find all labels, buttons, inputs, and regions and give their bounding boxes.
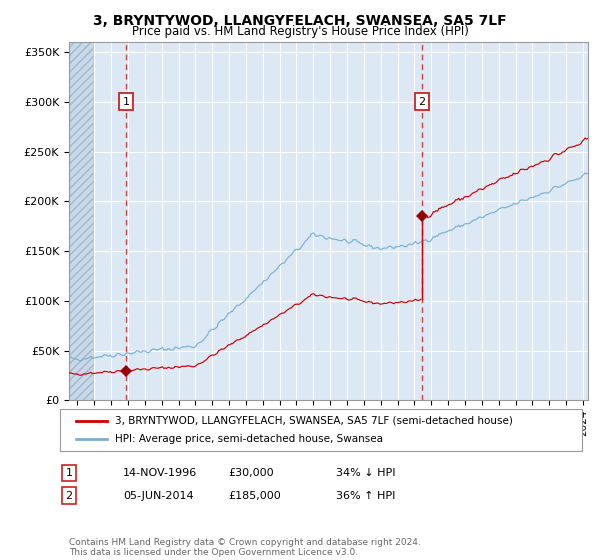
- Text: 3, BRYNTYWOD, LLANGYFELACH, SWANSEA, SA5 7LF (semi-detached house): 3, BRYNTYWOD, LLANGYFELACH, SWANSEA, SA5…: [115, 416, 512, 426]
- Text: £185,000: £185,000: [228, 491, 281, 501]
- Text: 05-JUN-2014: 05-JUN-2014: [123, 491, 194, 501]
- Text: 3, BRYNTYWOD, LLANGYFELACH, SWANSEA, SA5 7LF: 3, BRYNTYWOD, LLANGYFELACH, SWANSEA, SA5…: [93, 14, 507, 28]
- Text: Price paid vs. HM Land Registry's House Price Index (HPI): Price paid vs. HM Land Registry's House …: [131, 25, 469, 38]
- Text: 1: 1: [122, 97, 130, 107]
- Text: 2: 2: [419, 97, 426, 107]
- Text: 14-NOV-1996: 14-NOV-1996: [123, 468, 197, 478]
- FancyBboxPatch shape: [60, 409, 582, 451]
- Text: £30,000: £30,000: [228, 468, 274, 478]
- Text: 34% ↓ HPI: 34% ↓ HPI: [336, 468, 395, 478]
- Text: Contains HM Land Registry data © Crown copyright and database right 2024.
This d: Contains HM Land Registry data © Crown c…: [69, 538, 421, 557]
- Text: 36% ↑ HPI: 36% ↑ HPI: [336, 491, 395, 501]
- Bar: [69, 42, 93, 400]
- Text: HPI: Average price, semi-detached house, Swansea: HPI: Average price, semi-detached house,…: [115, 434, 383, 444]
- Text: 1: 1: [65, 468, 73, 478]
- Text: 2: 2: [65, 491, 73, 501]
- Bar: [69, 42, 93, 400]
